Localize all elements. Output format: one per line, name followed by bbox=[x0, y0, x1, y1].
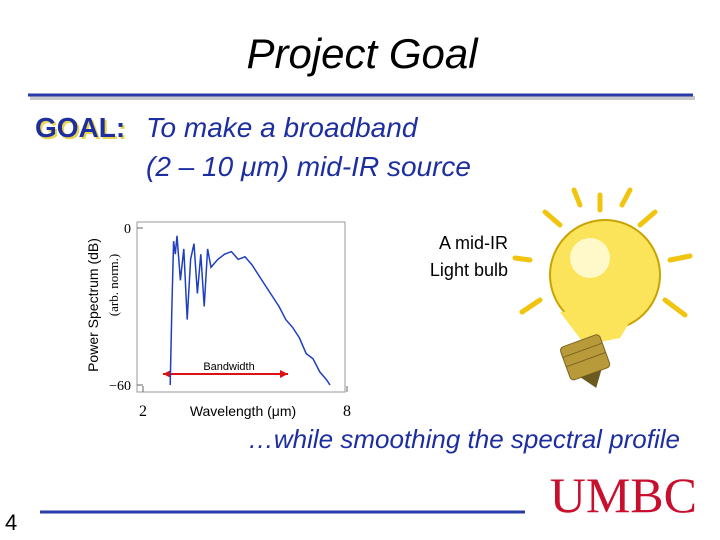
plot-frame bbox=[136, 221, 346, 393]
logo: UMBC bbox=[550, 467, 697, 523]
page-number: 4 bbox=[5, 510, 17, 535]
x-tick-label: 2 bbox=[139, 403, 147, 420]
y-tick-label: −60 bbox=[109, 379, 131, 394]
bandwidth-label: Bandwidth bbox=[203, 361, 254, 373]
x-tick-label: 8 bbox=[343, 403, 351, 420]
y-tick-label: 0 bbox=[124, 222, 131, 237]
goal-label: GOAL: bbox=[35, 112, 125, 143]
bulb-label: Light bulb bbox=[430, 260, 508, 280]
spectrum-line bbox=[169, 235, 331, 386]
x-axis-label: Wavelength (μm) bbox=[190, 403, 296, 419]
goal-text: (2 – 10 μm) mid-IR source bbox=[146, 151, 471, 182]
bulb-label: A mid-IR bbox=[439, 233, 508, 253]
caption: …while smoothing the spectral profile bbox=[248, 424, 680, 454]
light-bulb bbox=[512, 187, 693, 388]
y-axis-note: (arb. norm.) bbox=[106, 254, 121, 316]
goal-label-shadow: GOAL: bbox=[37, 114, 127, 145]
goal-text: To make a broadband bbox=[146, 112, 419, 143]
y-axis-label: Power Spectrum (dB) bbox=[85, 238, 101, 372]
slide-title: Project Goal bbox=[246, 30, 479, 77]
